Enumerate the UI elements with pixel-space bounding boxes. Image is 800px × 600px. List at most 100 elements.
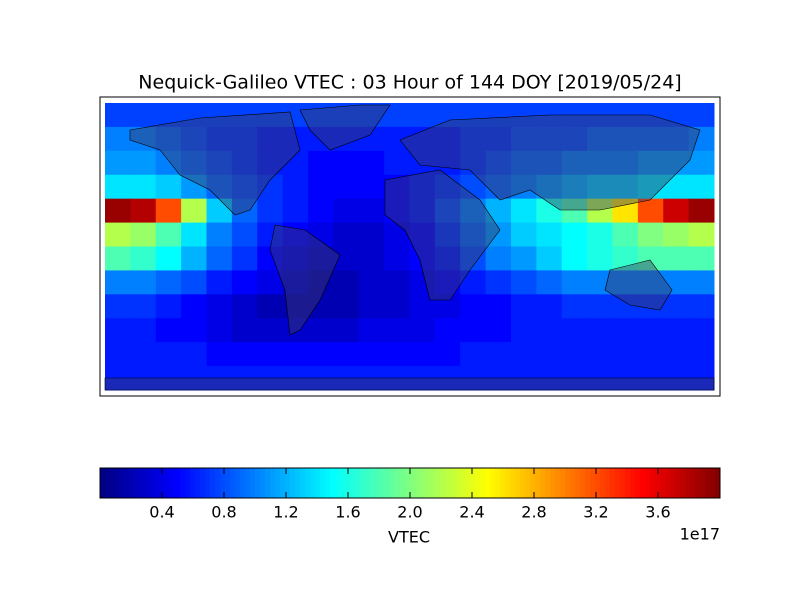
colorbar-step xyxy=(500,468,506,498)
vtec-cell xyxy=(105,294,131,319)
vtec-cell xyxy=(485,174,512,200)
colorbar-step xyxy=(175,468,181,498)
vtec-cell xyxy=(105,318,131,343)
vtec-cell xyxy=(511,246,537,271)
vtec-cell xyxy=(536,318,563,343)
vtec-cell xyxy=(511,150,537,176)
vtec-cell xyxy=(612,294,639,319)
colorbar-step xyxy=(715,468,721,498)
antarctica xyxy=(104,377,715,391)
vtec-cell xyxy=(155,126,182,152)
colorbar-step xyxy=(710,468,716,498)
colorbar-step xyxy=(325,468,331,498)
vtec-cell xyxy=(308,103,334,128)
colorbar-step xyxy=(395,468,401,498)
vtec-cell xyxy=(637,246,664,271)
vtec-cell xyxy=(536,246,563,271)
vtec-cell xyxy=(333,342,360,367)
vtec-cell xyxy=(181,103,207,128)
vtec-cell xyxy=(181,126,207,152)
vtec-cell xyxy=(257,342,284,367)
vtec-cell xyxy=(688,174,715,200)
colorbar-step xyxy=(450,468,456,498)
vtec-cell xyxy=(155,222,182,247)
colorbar-step xyxy=(700,468,706,498)
colorbar-step xyxy=(305,468,311,498)
colorbar-step xyxy=(480,468,486,498)
vtec-cell xyxy=(409,198,436,224)
vtec-cell xyxy=(130,246,157,271)
vtec-cell xyxy=(181,198,207,224)
vtec-cell xyxy=(460,222,487,247)
vtec-cell xyxy=(409,174,436,200)
colorbar-step xyxy=(475,468,481,498)
vtec-cell xyxy=(130,318,157,343)
vtec-cell xyxy=(105,342,131,367)
colorbar-step xyxy=(290,468,296,498)
vtec-cell xyxy=(434,126,461,152)
vtec-cell xyxy=(536,222,563,247)
vtec-cell xyxy=(409,342,436,367)
vtec-cell xyxy=(231,174,258,200)
vtec-cell xyxy=(688,126,715,152)
vtec-cell xyxy=(333,270,360,295)
vtec-cell xyxy=(231,222,258,247)
vtec-cell xyxy=(231,342,258,367)
colorbar-step xyxy=(455,468,461,498)
vtec-cell xyxy=(358,103,385,128)
vtec-cell xyxy=(409,222,436,247)
vtec-cell xyxy=(130,103,157,128)
colorbar-frame xyxy=(99,467,721,499)
vtec-cell xyxy=(612,174,639,200)
vtec-cell xyxy=(130,342,157,367)
colorbar-step xyxy=(595,468,601,498)
vtec-cell xyxy=(333,318,360,343)
vtec-cell xyxy=(231,150,258,176)
vtec-cell xyxy=(105,174,131,200)
vtec-cell xyxy=(536,174,563,200)
colorbar-step xyxy=(535,468,541,498)
colorbar-step xyxy=(585,468,591,498)
colorbar-step xyxy=(570,468,576,498)
vtec-cell xyxy=(384,270,410,295)
vtec-cell xyxy=(155,198,182,224)
vtec-cell xyxy=(257,222,284,247)
vtec-cell xyxy=(384,150,410,176)
vtec-cell xyxy=(434,294,461,319)
vtec-cell xyxy=(688,198,715,224)
vtec-cell xyxy=(130,222,157,247)
vtec-cell xyxy=(384,342,410,367)
vtec-cell xyxy=(282,126,309,152)
vtec-cell xyxy=(663,246,690,271)
vtec-cell xyxy=(206,342,233,367)
vtec-cell xyxy=(130,174,157,200)
vtec-cell xyxy=(485,198,512,224)
vtec-cell xyxy=(485,246,512,271)
vtec-cell xyxy=(358,246,385,271)
colorbar-step xyxy=(435,468,441,498)
vtec-cell xyxy=(308,222,334,247)
colorbar-tick-label: 1.6 xyxy=(335,503,360,522)
colorbar-step xyxy=(655,468,661,498)
vtec-cell xyxy=(587,198,613,224)
colorbar-tick-label: 2.8 xyxy=(521,503,546,522)
colorbar-step xyxy=(530,468,536,498)
vtec-cell xyxy=(358,318,385,343)
vtec-cell xyxy=(257,294,284,319)
vtec-cell xyxy=(612,318,639,343)
colorbar-step xyxy=(485,468,491,498)
vtec-cell xyxy=(561,270,588,295)
vtec-cell xyxy=(460,294,487,319)
colorbar-step xyxy=(300,468,306,498)
vtec-cell xyxy=(434,342,461,367)
vtec-cell xyxy=(181,246,207,271)
vtec-cell xyxy=(612,246,639,271)
colorbar-step xyxy=(115,468,121,498)
vtec-cell xyxy=(282,246,309,271)
colorbar-label: VTEC xyxy=(388,528,430,547)
colorbar-step xyxy=(355,468,361,498)
vtec-cell xyxy=(637,174,664,200)
colorbar xyxy=(100,468,721,498)
africa xyxy=(384,169,501,301)
vtec-cell xyxy=(181,318,207,343)
